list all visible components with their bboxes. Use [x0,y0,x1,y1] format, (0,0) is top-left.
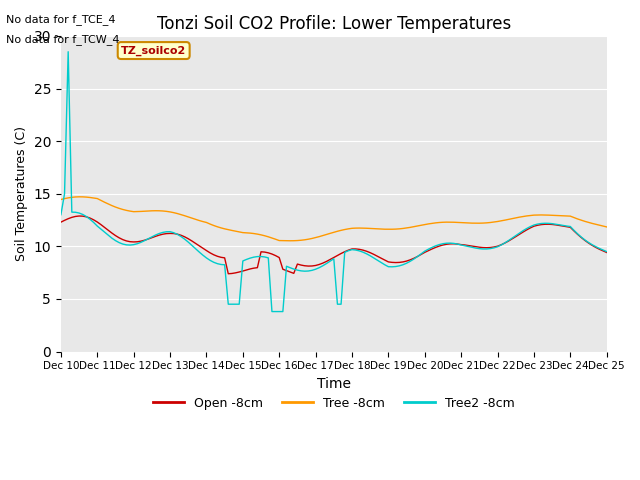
X-axis label: Time: Time [317,377,351,391]
Y-axis label: Soil Temperatures (C): Soil Temperatures (C) [15,126,28,261]
Text: TZ_soilco2: TZ_soilco2 [121,46,186,56]
Legend: Open -8cm, Tree -8cm, Tree2 -8cm: Open -8cm, Tree -8cm, Tree2 -8cm [148,392,520,415]
Text: No data for f_TCE_4: No data for f_TCE_4 [6,14,116,25]
Title: Tonzi Soil CO2 Profile: Lower Temperatures: Tonzi Soil CO2 Profile: Lower Temperatur… [157,15,511,33]
Text: No data for f_TCW_4: No data for f_TCW_4 [6,34,120,45]
